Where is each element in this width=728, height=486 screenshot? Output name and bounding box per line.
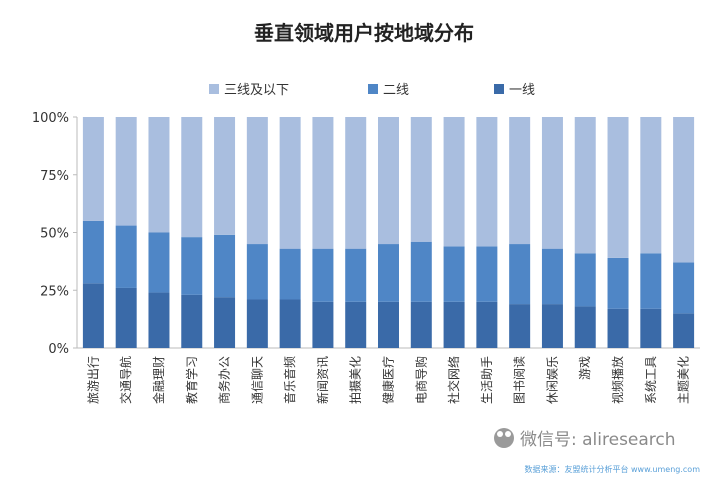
bar-segment-三线及以下 xyxy=(574,117,596,254)
x-category-label: 金融理财 xyxy=(151,356,166,404)
x-category-label: 生活助手 xyxy=(480,356,494,404)
bar-segment-三线及以下 xyxy=(673,117,695,263)
bar-segment-二线 xyxy=(312,248,334,302)
bar-segment-一线 xyxy=(574,306,596,348)
chart-title: 垂直领域用户按地域分布 xyxy=(254,21,474,45)
bar-segment-二线 xyxy=(82,220,104,284)
x-category-label: 健康医疗 xyxy=(381,356,396,404)
bar-segment-三线及以下 xyxy=(607,117,629,258)
bar-segment-一线 xyxy=(279,299,301,348)
bar-segment-三线及以下 xyxy=(312,117,334,249)
bar-segment-二线 xyxy=(574,253,596,307)
y-tick-label: 50% xyxy=(40,227,69,242)
bar-segment-一线 xyxy=(378,301,399,348)
bar-segment-二线 xyxy=(345,248,367,302)
y-tick-label: 75% xyxy=(40,169,69,184)
bar-segment-二线 xyxy=(541,248,563,305)
bar-segment-一线 xyxy=(148,292,170,348)
y-tick-label: 0% xyxy=(48,342,69,357)
watermark: 微信号: aliresearch 数据来源：友盟统计分析平台 www.umeng… xyxy=(494,428,700,474)
y-tick-label: 100% xyxy=(32,111,69,126)
bar-segment-三线及以下 xyxy=(541,117,563,249)
bar-segment-二线 xyxy=(509,244,531,305)
bar-segment-一线 xyxy=(82,283,104,348)
bar-segment-三线及以下 xyxy=(509,117,531,245)
bar-segment-三线及以下 xyxy=(476,117,498,247)
bars xyxy=(82,117,695,348)
x-axis-labels: 旅游出行 交通导航 金融理财 教育学习 商务办公 通信聊天 音乐音频 新闻资讯 拍摄美化 健康医疗… xyxy=(86,356,690,404)
bar-segment-二线 xyxy=(443,246,465,302)
x-category-label: 图书阅读 xyxy=(513,356,527,404)
x-category-label: 教育学习 xyxy=(184,356,199,404)
legend-swatch xyxy=(209,84,219,94)
wechat-id-text: 微信号: aliresearch xyxy=(520,430,676,450)
bar-segment-二线 xyxy=(607,257,629,309)
bar-segment-一线 xyxy=(607,308,629,348)
bar-segment-三线及以下 xyxy=(148,117,170,233)
bar-segment-一线 xyxy=(214,297,236,348)
x-category-label: 主题美化 xyxy=(677,356,691,404)
source-text: 数据来源：友盟统计分析平台 www.umeng.com xyxy=(524,464,700,474)
x-category-label: 商务办公 xyxy=(217,356,232,404)
x-category-label: 旅游出行 xyxy=(86,356,100,404)
bar-segment-三线及以下 xyxy=(640,117,662,254)
wechat-icon xyxy=(494,428,514,448)
bar-segment-一线 xyxy=(115,287,137,348)
bar-segment-三线及以下 xyxy=(410,117,432,242)
legend: 三线及以下 二线 一线 xyxy=(209,83,535,98)
x-category-label: 视频播放 xyxy=(610,356,625,404)
bar-segment-三线及以下 xyxy=(115,117,137,226)
x-category-label: 电商导购 xyxy=(413,356,428,404)
wechat-icon-dot-left xyxy=(497,431,503,437)
x-category-label: 游戏 xyxy=(578,356,592,380)
bar-segment-二线 xyxy=(640,253,662,309)
y-tick-label: 25% xyxy=(40,284,69,299)
bar-segment-二线 xyxy=(148,232,170,293)
x-category-label: 社交网络 xyxy=(446,356,461,404)
bar-segment-一线 xyxy=(443,301,465,348)
bar-segment-三线及以下 xyxy=(443,117,465,247)
bar-segment-二线 xyxy=(115,225,137,288)
bar-segment-一线 xyxy=(476,301,498,348)
bar-segment-二线 xyxy=(246,244,268,300)
bar-segment-三线及以下 xyxy=(82,117,104,221)
x-category-label: 休闲娱乐 xyxy=(545,356,559,404)
bar-segment-二线 xyxy=(476,246,498,302)
bar-segment-二线 xyxy=(378,244,399,302)
bar-segment-二线 xyxy=(214,234,236,298)
bar-segment-二线 xyxy=(181,237,203,295)
legend-label: 三线及以下 xyxy=(224,83,289,98)
bar-segment-一线 xyxy=(541,304,563,348)
bar-segment-一线 xyxy=(345,301,367,348)
legend-swatch xyxy=(368,84,378,94)
legend-label: 一线 xyxy=(509,83,535,98)
wechat-icon-dot-right xyxy=(505,431,511,437)
bar-segment-一线 xyxy=(312,301,334,348)
x-category-label: 新闻资讯 xyxy=(315,356,330,404)
legend-label: 二线 xyxy=(383,83,409,98)
x-category-label: 拍摄美化 xyxy=(348,356,363,404)
bar-segment-一线 xyxy=(673,313,695,348)
x-category-label: 交通导航 xyxy=(118,356,133,404)
bar-segment-三线及以下 xyxy=(345,117,367,249)
bar-segment-二线 xyxy=(673,262,695,314)
bar-segment-三线及以下 xyxy=(181,117,203,238)
bar-segment-二线 xyxy=(279,248,301,300)
x-category-label: 通信聊天 xyxy=(250,356,264,404)
bar-segment-一线 xyxy=(410,301,432,348)
x-category-label: 音乐音频 xyxy=(282,356,297,404)
bar-segment-三线及以下 xyxy=(378,117,399,245)
legend-swatch xyxy=(494,84,504,94)
bar-segment-二线 xyxy=(410,241,432,302)
bar-segment-一线 xyxy=(509,304,531,348)
bar-segment-一线 xyxy=(246,299,268,348)
bar-segment-一线 xyxy=(181,294,203,348)
x-category-label: 系统工具 xyxy=(644,356,658,404)
bar-segment-三线及以下 xyxy=(246,117,268,245)
bar-segment-三线及以下 xyxy=(214,117,236,235)
bar-segment-三线及以下 xyxy=(279,117,301,249)
bar-segment-一线 xyxy=(640,308,662,348)
